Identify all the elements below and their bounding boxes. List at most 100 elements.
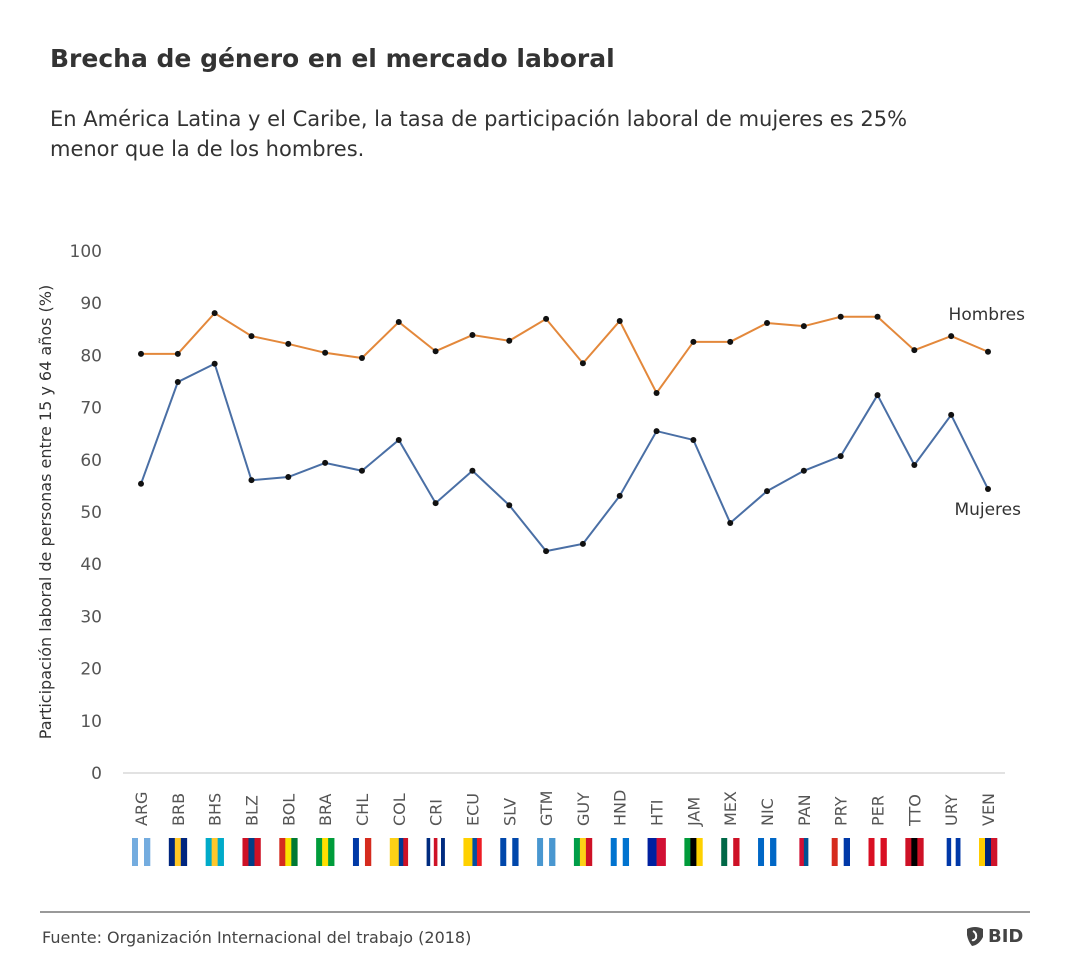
data-point-hombres bbox=[174, 350, 181, 357]
x-tick-label: JAM bbox=[684, 797, 703, 827]
x-tick-label: TTO bbox=[905, 794, 924, 827]
x-tick-label: PRY bbox=[832, 796, 851, 826]
data-point-mujeres bbox=[653, 428, 660, 435]
data-point-mujeres bbox=[506, 502, 513, 509]
flag-icon-col bbox=[389, 838, 409, 866]
flag-icon-ecu bbox=[463, 838, 482, 866]
flag-icon-bra bbox=[316, 838, 335, 866]
y-tick-label: 50 bbox=[80, 503, 102, 523]
logo-text: BID bbox=[988, 925, 1024, 947]
flag-icon-arg bbox=[132, 838, 151, 866]
flag-icon-tto bbox=[905, 838, 924, 866]
data-point-hombres bbox=[358, 355, 365, 362]
flag-icon-mex bbox=[721, 838, 740, 866]
data-point-mujeres bbox=[248, 477, 255, 484]
x-tick-label: NIC bbox=[758, 798, 777, 826]
data-point-mujeres bbox=[358, 467, 365, 474]
data-point-hombres bbox=[874, 313, 881, 320]
data-point-hombres bbox=[432, 348, 439, 355]
data-point-mujeres bbox=[911, 462, 918, 469]
data-point-mujeres bbox=[138, 480, 144, 487]
data-point-hombres bbox=[248, 333, 255, 340]
flag-icon-gtm bbox=[537, 838, 556, 866]
data-point-mujeres bbox=[800, 467, 807, 474]
x-tick-label: GTM bbox=[537, 791, 556, 826]
x-tick-label: BRB bbox=[169, 793, 188, 826]
flag-icon-pan bbox=[794, 838, 814, 866]
y-tick-label: 20 bbox=[80, 660, 102, 680]
x-tick-label: VEN bbox=[979, 793, 998, 826]
data-point-hombres bbox=[690, 338, 697, 345]
y-tick-label: 60 bbox=[80, 451, 102, 471]
x-tick-label: CHL bbox=[353, 794, 372, 826]
y-tick-label: 100 bbox=[70, 242, 102, 262]
line-chart: Participación laboral de personas entre … bbox=[36, 242, 1026, 866]
data-point-hombres bbox=[469, 332, 476, 339]
data-point-hombres bbox=[506, 337, 513, 344]
data-point-hombres bbox=[543, 315, 550, 322]
flag-icon-bol bbox=[279, 838, 298, 866]
x-tick-label: HTI bbox=[648, 799, 667, 826]
x-tick-label: PAN bbox=[795, 794, 814, 826]
data-point-mujeres bbox=[432, 500, 439, 507]
data-point-hombres bbox=[727, 338, 734, 345]
y-tick-label: 90 bbox=[80, 294, 102, 314]
series-label-hombres: Hombres bbox=[949, 305, 1026, 325]
flag-icon-brb bbox=[168, 838, 188, 866]
flag-icon-ury bbox=[942, 838, 961, 866]
series-line-hombres bbox=[141, 311, 989, 395]
flag-icon-nic bbox=[758, 838, 777, 866]
data-point-mujeres bbox=[764, 488, 771, 495]
flag-icon-blz bbox=[242, 838, 261, 866]
flag-icon-per bbox=[868, 838, 887, 866]
x-tick-label: PER bbox=[869, 795, 888, 826]
bid-logo-icon bbox=[967, 927, 983, 946]
flag-icon-hnd bbox=[610, 838, 630, 866]
data-point-mujeres bbox=[948, 411, 955, 418]
x-tick-label: MEX bbox=[721, 791, 740, 826]
data-point-mujeres bbox=[579, 540, 586, 547]
y-tick-label: 70 bbox=[80, 399, 102, 419]
flag-icon-ven bbox=[979, 838, 998, 866]
y-tick-label: 30 bbox=[80, 607, 102, 627]
data-point-mujeres bbox=[985, 486, 991, 493]
x-tick-label: HND bbox=[611, 790, 630, 826]
flag-icon-bhs bbox=[205, 838, 224, 866]
data-point-mujeres bbox=[322, 459, 329, 466]
footer-divider bbox=[40, 911, 1030, 913]
data-point-hombres bbox=[285, 340, 292, 347]
data-point-mujeres bbox=[211, 360, 218, 367]
data-point-mujeres bbox=[837, 453, 844, 460]
x-tick-label: ECU bbox=[463, 793, 482, 826]
data-point-hombres bbox=[616, 317, 623, 324]
data-point-mujeres bbox=[874, 392, 881, 399]
x-tick-label: GUY bbox=[574, 792, 593, 826]
y-tick-label: 40 bbox=[80, 555, 102, 575]
data-point-mujeres bbox=[395, 436, 402, 443]
x-tick-label: CRI bbox=[427, 799, 446, 826]
data-point-mujeres bbox=[543, 548, 550, 555]
data-point-hombres bbox=[653, 389, 660, 396]
y-tick-label: 80 bbox=[80, 346, 102, 366]
x-tick-label: URY bbox=[942, 794, 961, 826]
flag-icon-slv bbox=[500, 838, 519, 866]
bid-logo: BID bbox=[964, 925, 1023, 947]
y-tick-label: 10 bbox=[80, 712, 102, 732]
data-point-mujeres bbox=[285, 474, 292, 481]
series-line-mujeres bbox=[140, 362, 989, 553]
data-point-hombres bbox=[948, 333, 955, 340]
x-tick-label: BRA bbox=[316, 794, 335, 826]
data-point-hombres bbox=[800, 323, 807, 330]
flag-icon-pry bbox=[831, 838, 850, 866]
data-point-hombres bbox=[837, 313, 844, 320]
flag-icon-guy bbox=[573, 838, 593, 866]
data-point-hombres bbox=[211, 310, 218, 317]
x-tick-label: ARG bbox=[132, 792, 151, 826]
y-axis-label: Participación laboral de personas entre … bbox=[36, 285, 55, 739]
data-point-mujeres bbox=[690, 436, 697, 443]
data-point-mujeres bbox=[727, 519, 734, 526]
x-tick-label: BOL bbox=[279, 794, 298, 826]
x-tick-label: BLZ bbox=[242, 795, 261, 826]
data-point-mujeres bbox=[174, 379, 181, 386]
